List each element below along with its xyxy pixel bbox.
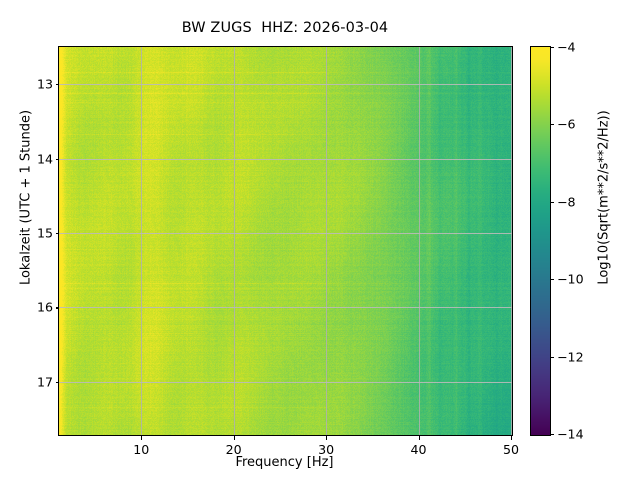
colorbar-label: Log10(Sqrt(m**2/s**2/Hz)): [596, 110, 612, 285]
x-tick-mark: [418, 436, 420, 440]
x-tick-label: 10: [133, 442, 150, 457]
colorbar-tick-mark: [550, 201, 554, 203]
y-tick-mark: [55, 233, 59, 235]
gridline-horizontal: [59, 233, 512, 235]
x-tick-mark: [141, 436, 143, 440]
x-tick-mark: [511, 436, 513, 440]
colorbar-tick-label: −6: [557, 116, 576, 132]
gridline-horizontal: [59, 84, 512, 86]
x-tick-label: 30: [318, 442, 335, 457]
colorbar: −4 −6 −8 −10 −12 −14: [530, 40, 584, 442]
y-axis-label: Lokalzeit (UTC + 1 Stunde): [18, 109, 34, 286]
y-tick-label: 14: [36, 151, 53, 167]
x-tick-mark: [326, 436, 328, 440]
gridline-horizontal: [59, 381, 512, 383]
x-axis-label: Frequency [Hz]: [235, 455, 334, 470]
colorbar-tick-label: −10: [557, 271, 584, 287]
y-tick-label: 16: [36, 299, 53, 315]
colorbar-tick-mark: [550, 279, 554, 281]
y-tick-label: 17: [36, 374, 53, 390]
gridline-vertical: [326, 47, 328, 435]
x-tick-mark: [233, 436, 235, 440]
y-tick-label: 13: [36, 76, 53, 92]
spectrogram-image: [59, 47, 512, 435]
colorbar-tick-mark: [550, 47, 554, 49]
y-tick-mark: [55, 158, 59, 160]
colorbar-tick-mark: [550, 434, 554, 436]
x-tick-label: 50: [502, 442, 520, 457]
colorbar-gradient: [531, 47, 550, 435]
gridline-horizontal: [59, 307, 512, 309]
y-tick-label: 15: [36, 225, 53, 241]
y-tick-mark: [55, 381, 59, 383]
y-tick-mark: [55, 84, 59, 86]
gridline-vertical: [418, 47, 420, 435]
x-tick-label: 20: [225, 442, 242, 457]
gridline-horizontal: [59, 158, 512, 160]
gridline-vertical: [511, 47, 512, 435]
gridline-vertical: [233, 47, 235, 435]
gridline-vertical: [141, 47, 143, 435]
x-tick-label: 40: [410, 442, 427, 457]
colorbar-tick-label: −12: [557, 349, 584, 365]
colorbar-tick-label: −14: [557, 426, 584, 442]
page-title: BW ZUGS HHZ: 2026-03-04: [181, 20, 389, 36]
colorbar-tick-label: −8: [557, 194, 576, 210]
colorbar-tick-mark: [550, 124, 554, 126]
colorbar-tick-mark: [550, 356, 554, 358]
y-tick-mark: [55, 307, 59, 309]
spectrogram-axes: 10 20 30 40 50 13 14 15 16 17: [37, 46, 519, 457]
colorbar-tick-label: −4: [557, 39, 576, 55]
